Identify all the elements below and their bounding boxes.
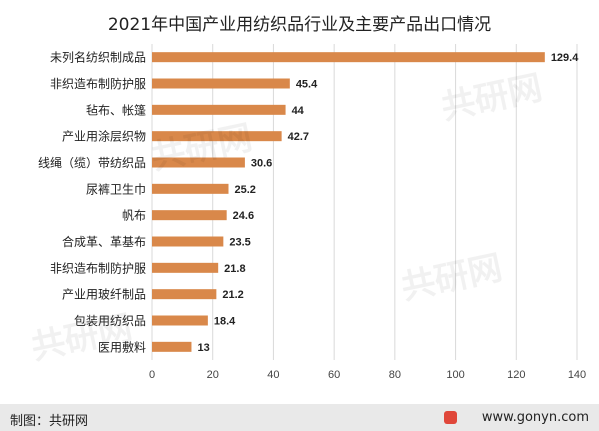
x-tick-label: 40 — [267, 369, 279, 381]
bar — [152, 52, 545, 63]
gonyn-logo-icon — [444, 411, 457, 424]
footer-credit: 制图：共研网 — [10, 414, 89, 429]
value-label: 30.6 — [251, 158, 272, 170]
value-label: 21.2 — [222, 289, 243, 301]
x-tick-label: 140 — [568, 369, 586, 381]
x-tick-label: 60 — [328, 369, 340, 381]
category-label: 医用敷料 — [98, 339, 146, 354]
bar — [152, 157, 245, 168]
category-label: 非织造布制防护服 — [50, 76, 146, 91]
category-label: 帆布 — [122, 208, 146, 223]
x-tick-label: 20 — [207, 369, 219, 381]
bar — [152, 341, 192, 352]
value-label: 42.7 — [288, 131, 309, 143]
value-label: 24.6 — [233, 210, 254, 222]
category-label: 未列名纺织制成品 — [50, 50, 146, 65]
value-labels: 129.4 45.4 44 42.7 30.6 25.2 24.6 23.5 21.8 21.2 1… — [197, 52, 579, 354]
x-tick-label: 120 — [507, 369, 525, 381]
category-label: 非织造布制防护服 — [50, 260, 146, 275]
bar — [152, 78, 290, 89]
category-label: 毡布、帐篷 — [86, 102, 146, 117]
bar — [152, 104, 286, 115]
bar-chart: 未列名纺织制成品非织造布制防护服毡布、帐篷产业用涂层织物线绳（缆）带纺织品尿裤卫… — [38, 44, 586, 381]
bar — [152, 236, 224, 247]
bar — [152, 183, 229, 194]
value-label: 21.8 — [224, 263, 245, 275]
value-label: 18.4 — [214, 316, 236, 328]
category-labels: 未列名纺织制成品非织造布制防护服毡布、帐篷产业用涂层织物线绳（缆）带纺织品尿裤卫… — [38, 50, 146, 355]
category-label: 产业用涂层织物 — [62, 129, 146, 144]
footer-site-url: www.gonyn.com — [481, 410, 589, 425]
footer-bar: 制图：共研网 www.gonyn.com — [0, 404, 599, 431]
category-label: 产业用玻纤制品 — [62, 288, 146, 302]
bar — [152, 289, 217, 300]
x-tick-label: 0 — [149, 369, 155, 381]
value-label: 23.5 — [229, 237, 250, 249]
x-axis-ticks: 0 20 40 60 80 100 120 140 — [149, 369, 586, 381]
grid-lines — [151, 44, 578, 360]
value-label: 13 — [197, 342, 209, 354]
bars — [152, 52, 545, 352]
value-label: 45.4 — [296, 79, 318, 91]
x-tick-label: 80 — [389, 369, 401, 381]
chart-title: 2021年中国产业用纺织品行业及主要产品出口情况 — [107, 15, 492, 35]
bar — [152, 315, 208, 326]
category-label: 合成革、革基布 — [62, 234, 146, 249]
bar — [152, 262, 219, 273]
value-label: 129.4 — [551, 52, 579, 64]
bar — [152, 210, 227, 221]
value-label: 25.2 — [235, 184, 256, 196]
bar — [152, 131, 282, 142]
category-label: 线绳（缆）带纺织品 — [38, 156, 146, 170]
category-label: 尿裤卫生巾 — [86, 182, 146, 196]
value-label: 44 — [292, 105, 305, 117]
category-label: 包装用纺织品 — [74, 314, 146, 328]
x-tick-label: 100 — [446, 369, 464, 381]
